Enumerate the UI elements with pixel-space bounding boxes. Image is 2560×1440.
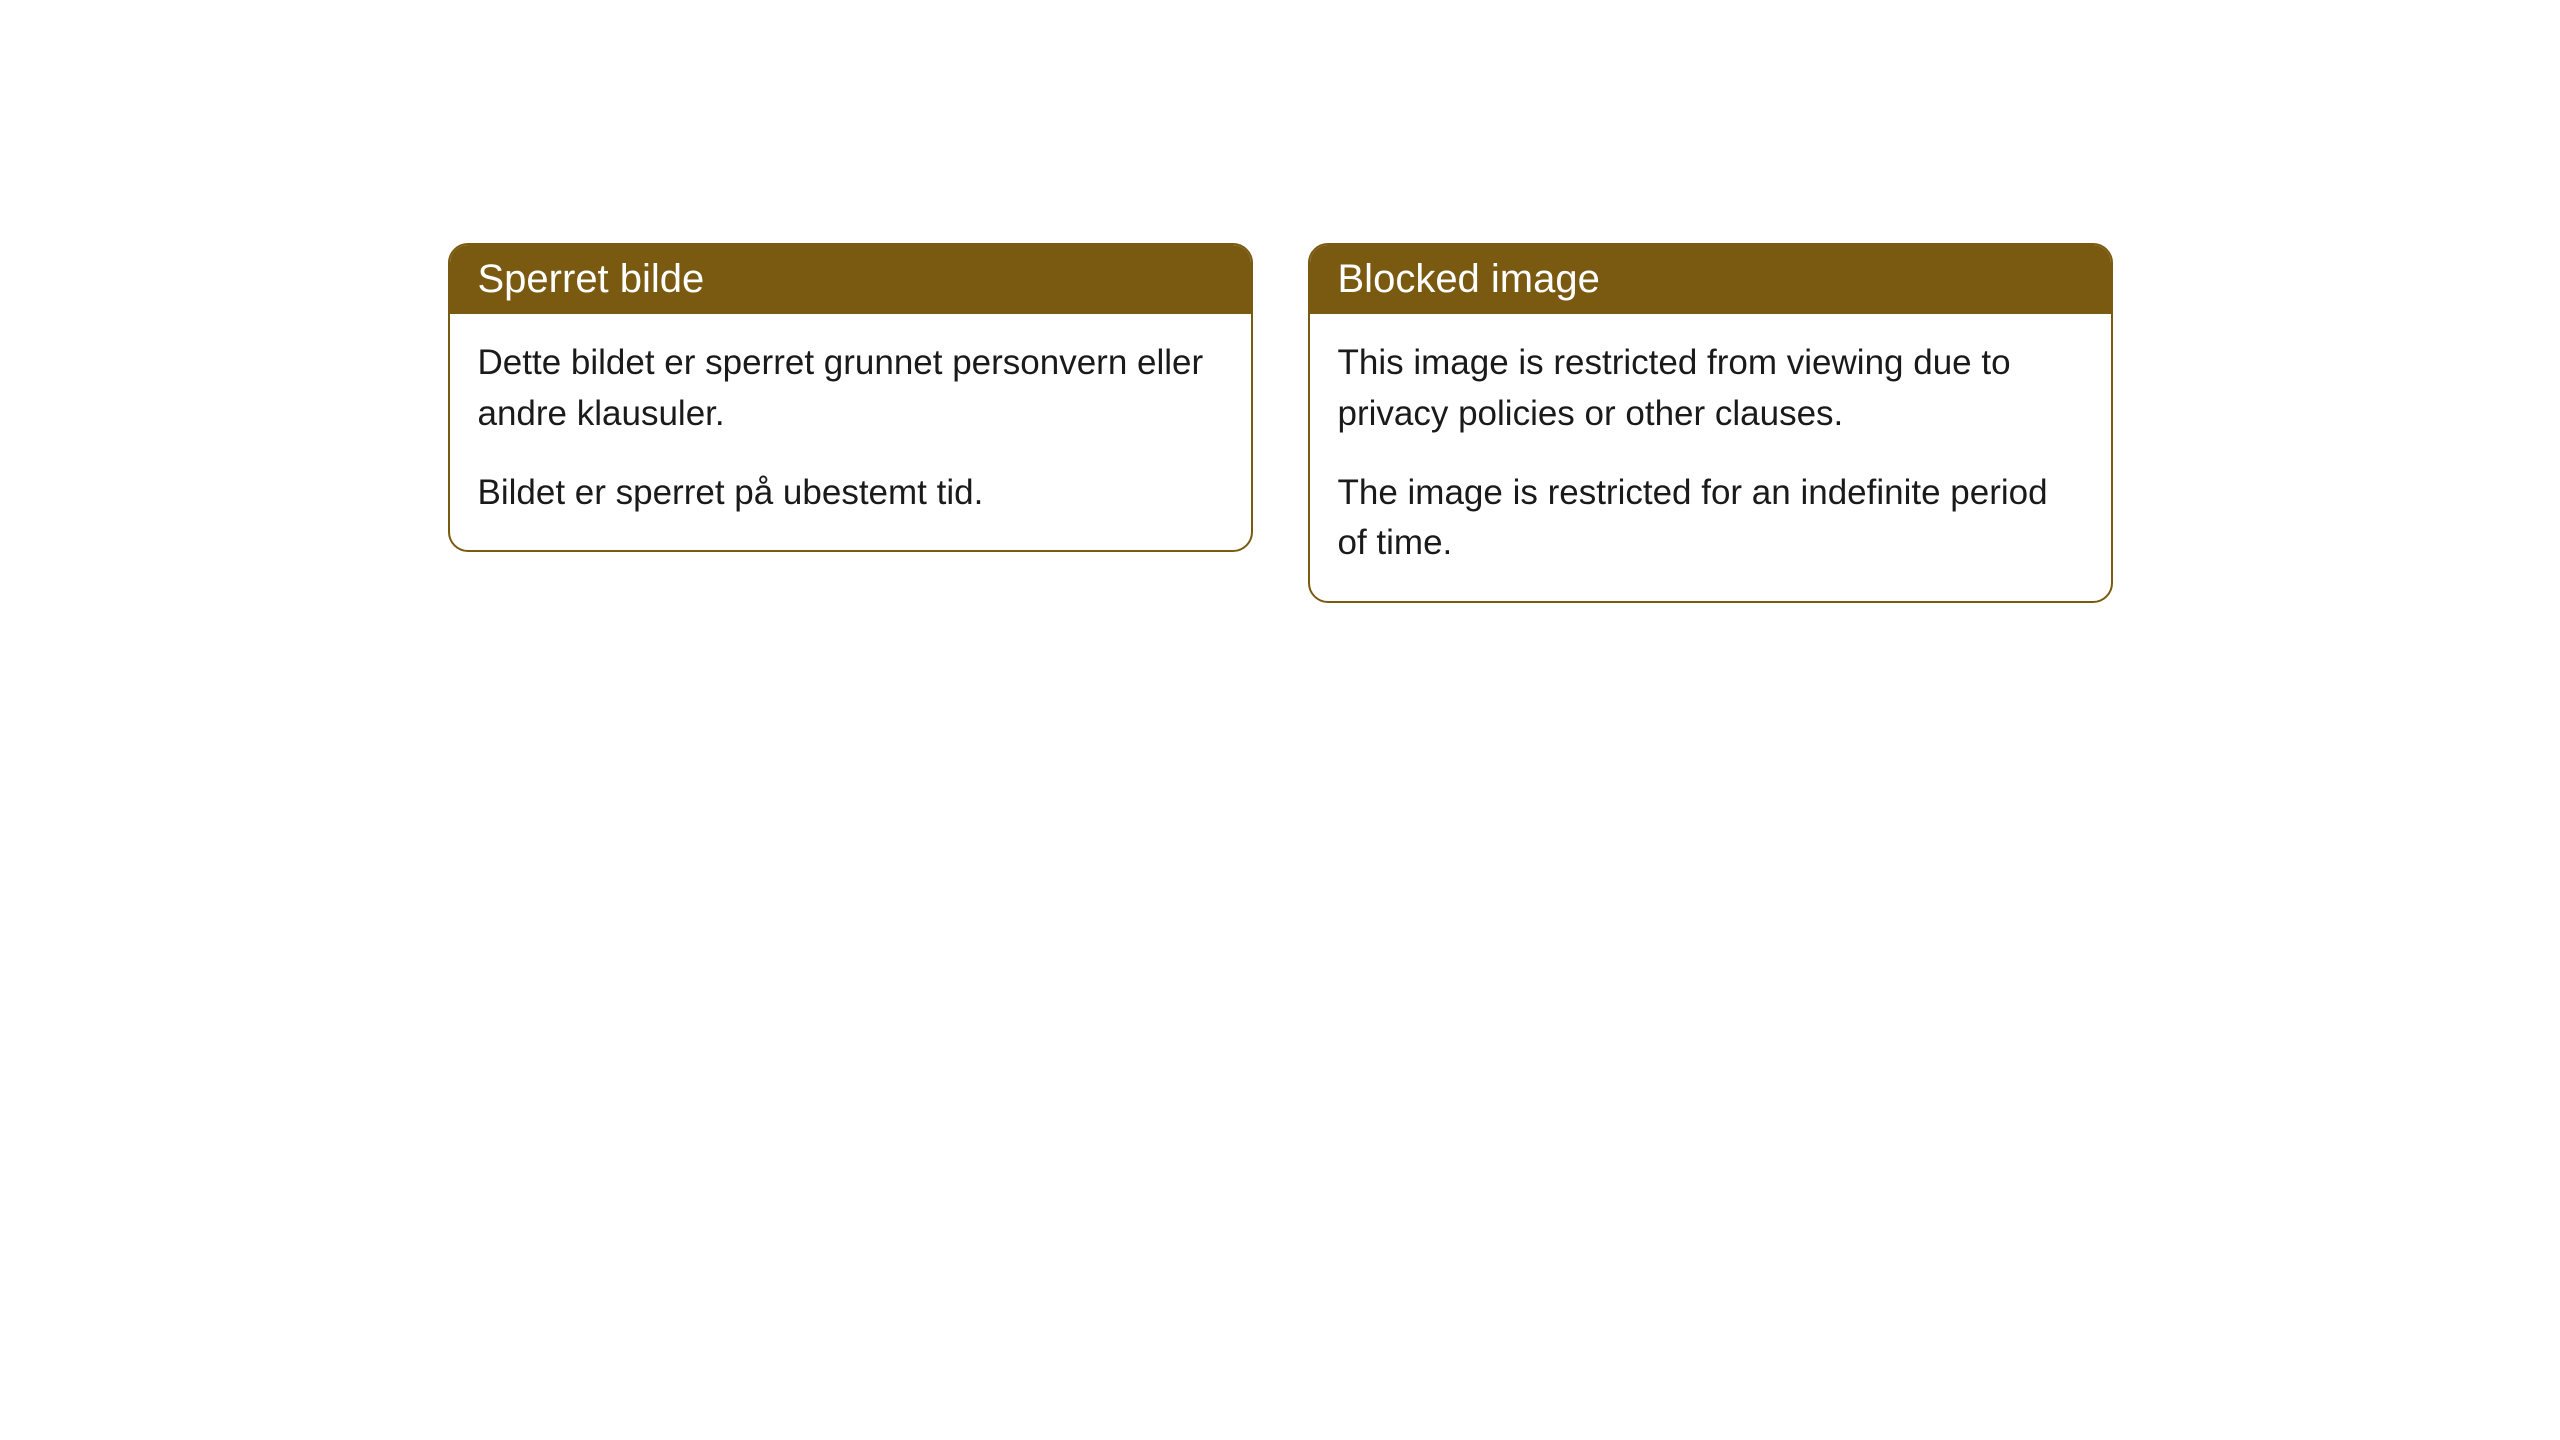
card-body: Dette bildet er sperret grunnet personve… bbox=[450, 314, 1251, 550]
notice-card-norwegian: Sperret bilde Dette bildet er sperret gr… bbox=[448, 243, 1253, 552]
card-header: Sperret bilde bbox=[450, 245, 1251, 314]
card-header: Blocked image bbox=[1310, 245, 2111, 314]
notice-container: Sperret bilde Dette bildet er sperret gr… bbox=[448, 243, 2113, 1440]
card-body: This image is restricted from viewing du… bbox=[1310, 314, 2111, 601]
card-paragraph: This image is restricted from viewing du… bbox=[1338, 338, 2083, 440]
card-title: Sperret bilde bbox=[478, 257, 705, 301]
card-paragraph: The image is restricted for an indefinit… bbox=[1338, 468, 2083, 570]
card-paragraph: Dette bildet er sperret grunnet personve… bbox=[478, 338, 1223, 440]
card-title: Blocked image bbox=[1338, 257, 1600, 301]
card-paragraph: Bildet er sperret på ubestemt tid. bbox=[478, 468, 1223, 519]
notice-card-english: Blocked image This image is restricted f… bbox=[1308, 243, 2113, 603]
